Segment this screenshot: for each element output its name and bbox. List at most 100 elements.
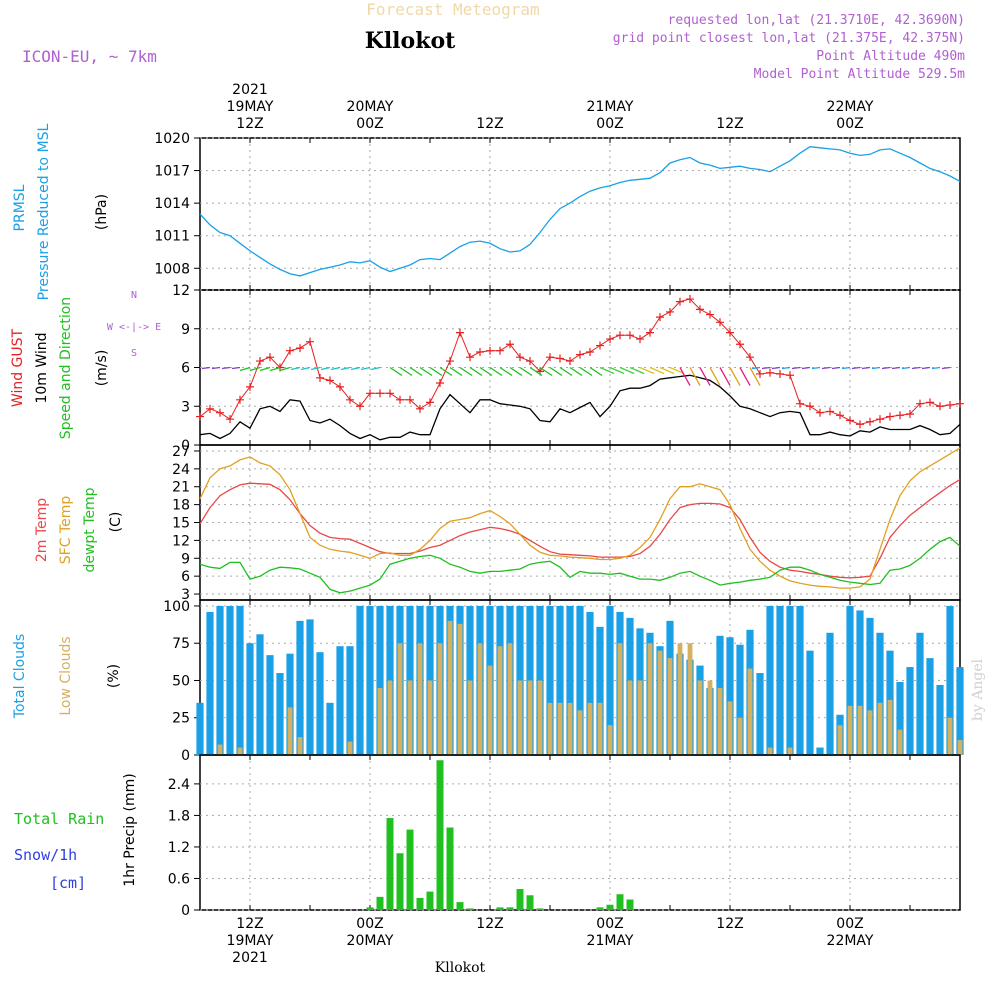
wind-direction-arrow (211, 366, 221, 370)
total-cloud-bar (786, 605, 794, 755)
low-cloud-bar (407, 680, 413, 755)
gust-point (656, 313, 664, 322)
bottom-time-label: 22MAY (827, 933, 874, 949)
gust-point (516, 353, 524, 362)
wind-dir-label: Speed and Direction (58, 297, 74, 439)
gust-point (696, 305, 704, 314)
wind-direction-arrow (831, 366, 841, 370)
wind-direction-arrow (911, 366, 921, 370)
wind-direction-arrow (279, 366, 291, 372)
low-cloud-bar (507, 643, 513, 755)
watermark: by Angel (970, 658, 986, 721)
total-cloud-bar (366, 605, 374, 755)
gust-point (486, 346, 494, 355)
y-tick-label: 6 (181, 569, 190, 585)
gust-point (576, 350, 584, 359)
gust-point (776, 369, 784, 378)
rain-bar (516, 888, 524, 910)
y-tick-label: 6 (181, 361, 190, 377)
rain-bar (366, 907, 374, 910)
y-tick-label: 3 (181, 399, 190, 415)
gust-point (466, 353, 474, 362)
compass-we: W <-|-> E (107, 322, 161, 333)
gust-point (886, 412, 894, 421)
gust-point (556, 354, 564, 363)
total-cloud-bar (866, 617, 874, 755)
wind-direction-arrow (771, 366, 781, 370)
low-cloud-bar (427, 680, 433, 755)
wind-direction-arrow (360, 366, 371, 371)
top-time-label: 12Z (236, 116, 263, 132)
gust-point (406, 395, 414, 404)
series-wind-10m (199, 374, 961, 441)
gust-point (726, 328, 734, 337)
top-title: Forecast Meteogram (366, 0, 539, 19)
low-cloud-bar (497, 646, 503, 755)
low-cloud-bar (287, 707, 293, 755)
rain-bar (466, 908, 474, 910)
total-cloud-bar (566, 605, 574, 755)
total-cloud-bar (586, 611, 594, 755)
gust-point (296, 344, 304, 353)
gust-point (846, 416, 854, 425)
low-cloud-bar (657, 650, 663, 755)
total-cloud-bar (216, 605, 224, 755)
top-time-label: 2021 (232, 82, 268, 98)
total-cloud-bar (906, 667, 914, 755)
y-tick-label: 12 (172, 283, 190, 299)
total-cloud-bar (846, 605, 854, 755)
precip-labels: Total Rain Snow/1h [cm] 1hr Precip (mm) (14, 773, 138, 892)
total-cloud-bar (736, 644, 744, 755)
wind-direction-arrow (941, 366, 951, 370)
wind-direction-arrow (861, 366, 871, 370)
low-cloud-bar (547, 702, 553, 755)
bottom-time-label: 21MAY (587, 933, 634, 949)
bottom-time-label: 19MAY (227, 933, 274, 949)
gust-point (476, 348, 484, 356)
low-cloud-bar (237, 747, 243, 755)
total-cloud-bar (796, 605, 804, 755)
wind-direction-arrow (699, 367, 711, 386)
bottom-time-label: 20MAY (347, 933, 394, 949)
bottom-time-label: 12Z (476, 916, 503, 932)
wind-direction-arrow (330, 366, 341, 371)
wind-direction-arrow (639, 366, 655, 375)
low-clouds-label: Low Clouds (58, 636, 74, 715)
gust-point (306, 337, 314, 346)
y-tick-label: 2.4 (168, 777, 190, 793)
wind-direction-arrow (579, 366, 593, 377)
wind-direction-arrow (891, 366, 901, 370)
gust-point (936, 402, 944, 411)
low-cloud-bar (567, 702, 573, 755)
gust-point (616, 331, 624, 340)
rain-bar (596, 907, 604, 910)
info-line-2: grid point closest lon,lat (21.375E, 42.… (613, 31, 965, 46)
rain-bar (376, 896, 384, 910)
dewpt-label: dewpt Temp (82, 487, 98, 572)
y-tick-label: 18 (172, 498, 190, 514)
low-cloud-bar (867, 710, 873, 755)
y-tick-label: 1.8 (168, 808, 190, 824)
total-cloud-bar (756, 673, 764, 755)
wind-direction-arrow (599, 366, 615, 375)
wind-direction-arrow (761, 366, 771, 370)
gust-point (766, 368, 774, 377)
wind-direction-arrow (649, 366, 665, 375)
wind-direction-arrow (749, 367, 761, 386)
bottom-time-label: 12Z (236, 916, 263, 932)
wind-direction-arrow (609, 366, 625, 375)
precip-axis-label: 1hr Precip (mm) (122, 773, 138, 886)
gust-point (686, 295, 694, 304)
t2m-label: 2m Temp (34, 498, 50, 562)
top-time-label: 21MAY (587, 99, 634, 115)
gust-point (506, 340, 514, 349)
total-cloud-bar (816, 747, 824, 755)
wind-direction-arrow (519, 366, 533, 377)
low-cloud-bar (477, 643, 483, 755)
gust-point (336, 382, 344, 391)
low-cloud-bar (587, 702, 593, 755)
gust-point (876, 415, 884, 424)
gust-point (216, 408, 224, 417)
wind-direction-arrow (201, 366, 211, 370)
